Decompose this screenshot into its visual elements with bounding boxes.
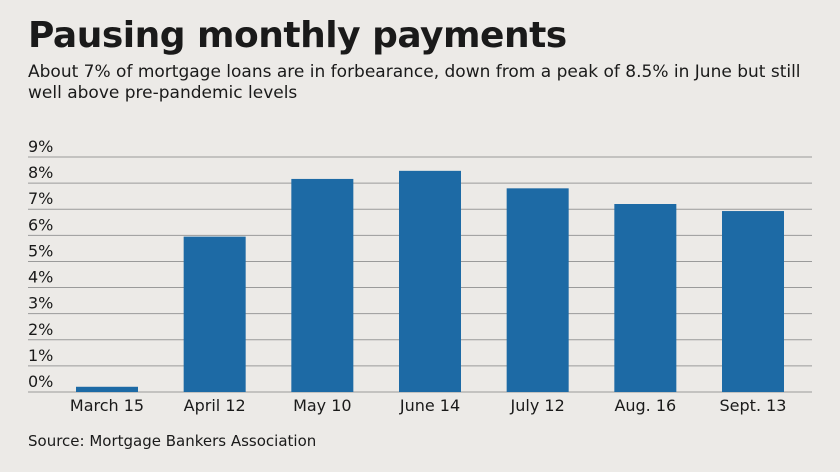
bar	[76, 386, 138, 392]
bar	[614, 204, 677, 392]
x-category-label: April 12	[184, 396, 246, 415]
y-tick-label: 3%	[28, 294, 53, 313]
chart-subtitle: About 7% of mortgage loans are in forbea…	[28, 62, 801, 103]
bar	[183, 236, 246, 392]
bar	[506, 188, 569, 392]
y-tick-label: 8%	[28, 163, 53, 182]
bar	[399, 170, 461, 392]
y-tick-label: 1%	[28, 346, 53, 365]
y-tick-label: 5%	[28, 241, 53, 260]
bar	[291, 178, 354, 392]
y-tick-label: 2%	[28, 320, 53, 339]
y-tick-label: 9%	[28, 137, 53, 156]
x-category-label: July 12	[510, 396, 565, 415]
y-tick-label: 6%	[28, 215, 53, 234]
x-category-label: Sept. 13	[720, 396, 787, 415]
x-category-label: June 14	[399, 396, 460, 415]
source-note: Source: Mortgage Bankers Association	[28, 432, 317, 450]
bar-chart: 0% 1% 2% 3% 4% 5% 6% 7% 8% 9% March 15 April 12 May…	[28, 137, 812, 415]
chart-title: Pausing monthly payments	[28, 15, 567, 56]
x-category-label: Aug. 16	[614, 396, 676, 415]
x-category-label: May 10	[293, 396, 352, 415]
y-axis-tick-labels: 0% 1% 2% 3% 4% 5% 6% 7% 8% 9%	[28, 137, 53, 391]
bars	[76, 170, 784, 392]
bar	[722, 211, 784, 392]
y-tick-label: 4%	[28, 268, 53, 287]
x-axis-category-labels: March 15 April 12 May 10 June 14 July 12 Aug.…	[70, 396, 787, 415]
y-tick-label: 7%	[28, 189, 53, 208]
x-category-label: March 15	[70, 396, 144, 415]
y-tick-label: 0%	[28, 372, 53, 391]
